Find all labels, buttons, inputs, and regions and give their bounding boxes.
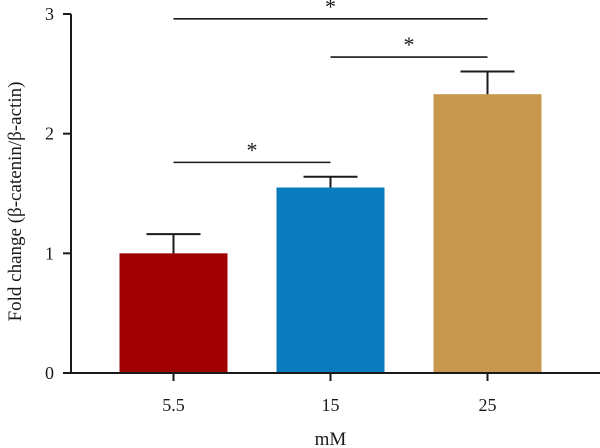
y-ticks: 0 1 2 3 — [45, 4, 71, 383]
error-bars — [146, 70, 515, 254]
y-axis-title: Fold change (β-catenin/β-actin) — [5, 82, 26, 322]
y-tick-label: 3 — [45, 4, 54, 24]
significance-annotations: * * * — [173, 0, 488, 164]
y-tick-label: 0 — [45, 363, 54, 383]
significance-star: * — [404, 32, 415, 57]
axes: 0 1 2 3 5.5 15 25 — [45, 4, 600, 415]
bars — [119, 94, 542, 373]
y-tick-label: 2 — [45, 124, 54, 144]
x-axis-title: mM — [315, 429, 347, 448]
x-tick-label: 5.5 — [162, 395, 185, 415]
significance-star: * — [247, 137, 258, 162]
x-tick-label: 15 — [322, 395, 340, 415]
bar-25 — [433, 94, 542, 373]
bar-5.5 — [119, 253, 228, 373]
y-tick-label: 1 — [45, 243, 54, 263]
bar-15 — [276, 187, 385, 373]
significance-star: * — [325, 0, 336, 19]
x-ticks: 5.5 15 25 — [162, 373, 497, 415]
x-tick-label: 25 — [479, 395, 497, 415]
